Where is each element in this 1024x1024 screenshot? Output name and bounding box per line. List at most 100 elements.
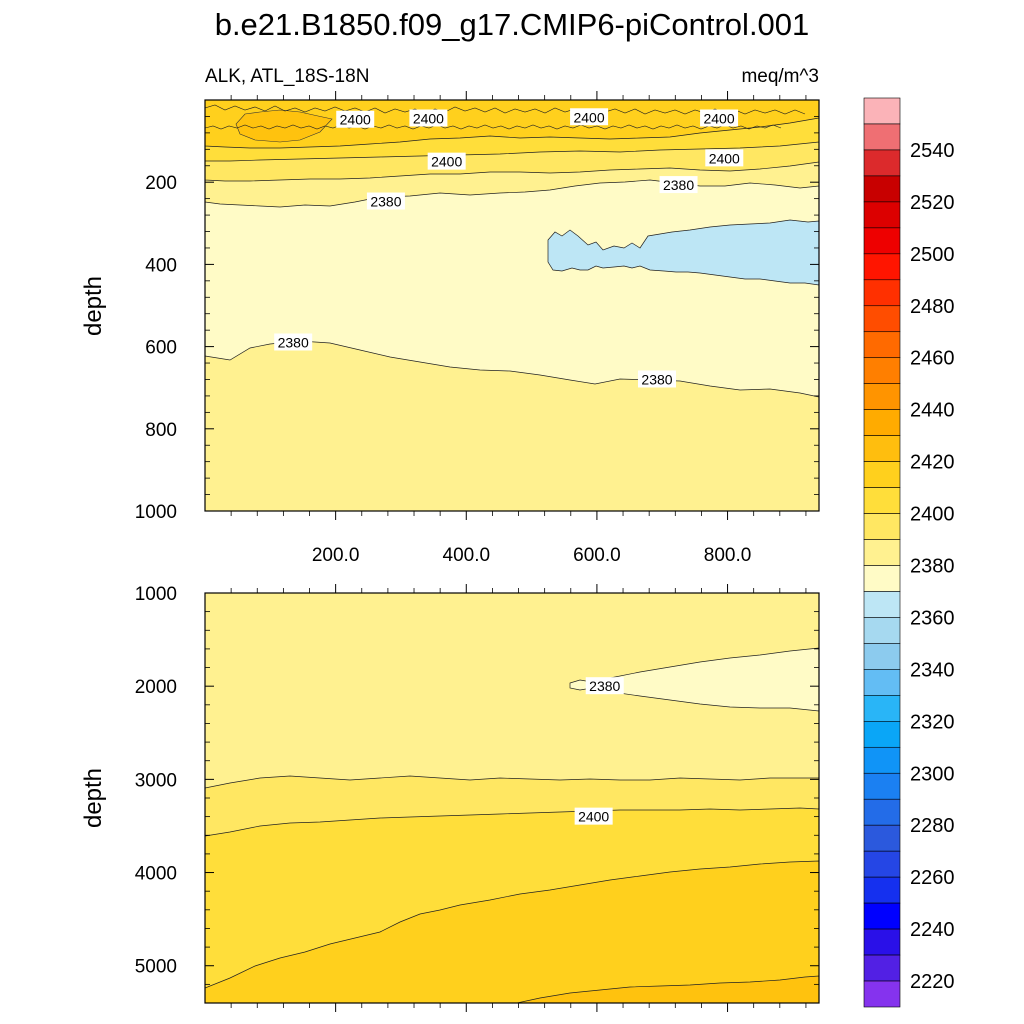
upper-contour-label-bg <box>336 110 375 128</box>
upper-x-ticks: 200.0 400.0 600.0 800.0 <box>230 91 807 566</box>
upper-contour-label: 2380 <box>659 176 698 194</box>
colorbar-swatch <box>863 409 901 436</box>
colorbar-label: 2240 <box>910 919 955 941</box>
lower-contour-label: 2380 <box>585 677 624 695</box>
upper-contour-label-bg <box>274 333 313 351</box>
colorbar <box>863 97 901 1008</box>
colorbar-label: 2340 <box>910 659 955 681</box>
colorbar-label: 2280 <box>910 815 955 837</box>
variable-label: ALK, ATL_18S-18N <box>205 66 369 87</box>
lower-contour-label-bg <box>585 677 624 695</box>
upper-y-tick-label: 800 <box>145 420 177 441</box>
colorbar-swatch <box>863 201 901 229</box>
lower-y-axis-label: depth <box>80 768 107 828</box>
colorbar-swatch <box>863 643 901 670</box>
lower-contour-label-text: 2380 <box>589 678 620 694</box>
upper-contour-label-bg <box>705 149 744 167</box>
colorbar-label: 2200 <box>910 1023 955 1024</box>
colorbar-swatch <box>863 279 901 307</box>
colorbar-label: 2360 <box>910 607 955 629</box>
upper-contour-label: 2400 <box>705 149 744 167</box>
colorbar-swatch <box>863 435 901 462</box>
colorbar-swatch <box>863 97 901 125</box>
upper-contour-label-text: 2380 <box>641 371 672 387</box>
upper-contour-label-text: 2400 <box>413 110 444 126</box>
lower-y-tick-label: 4000 <box>135 864 177 885</box>
colorbar-label: 2260 <box>910 867 955 889</box>
colorbar-swatch <box>863 954 901 982</box>
colorbar-swatch <box>863 721 901 748</box>
upper-contour-label: 2400 <box>427 152 466 170</box>
chart-title: b.e21.B1850.f09_g17.CMIP6-piControl.001 <box>215 7 810 42</box>
lower-y-ticks: 1000 2000 3000 4000 5000 <box>135 584 819 1004</box>
lower-y-tick-label: 3000 <box>135 770 177 791</box>
upper-y-axis-label: depth <box>80 276 107 336</box>
colorbar-swatch <box>863 149 901 177</box>
upper-plot-frame <box>204 99 820 512</box>
colorbar-swatch <box>863 746 901 774</box>
upper-contour-label-text: 2400 <box>703 110 734 126</box>
upper-y-tick-label: 400 <box>145 255 177 276</box>
colorbar-label: 2380 <box>910 555 955 577</box>
upper-contour-label: 2400 <box>570 108 609 126</box>
upper-contour-label-bg <box>427 152 466 170</box>
colorbar-swatch <box>863 513 901 540</box>
upper-contour-label-text: 2380 <box>370 194 401 210</box>
upper-contour-label: 2400 <box>336 110 375 128</box>
lower-contour-labels: 2380 2400 <box>574 677 624 825</box>
upper-contour-label-text: 2400 <box>431 154 462 170</box>
upper-contour-label-bg <box>638 370 677 388</box>
colorbar-swatch <box>863 617 901 644</box>
upper-y-ticks: 200 400 600 800 1000 <box>135 99 819 523</box>
colorbar-swatch <box>863 902 901 930</box>
colorbar-label: 2520 <box>910 192 955 214</box>
lower-y-tick-label: 2000 <box>135 677 177 698</box>
upper-contour-label: 2380 <box>274 333 313 351</box>
colorbar-swatch <box>863 123 901 151</box>
colorbar-swatch <box>863 669 901 696</box>
colorbar-label: 2500 <box>910 244 955 266</box>
upper-contour-label: 2400 <box>409 109 448 127</box>
upper-low-blob <box>547 219 819 286</box>
upper-x-tick-label: 800.0 <box>704 545 752 566</box>
colorbar-swatch <box>863 487 901 514</box>
colorbar-swatch <box>863 565 901 592</box>
colorbar-swatch <box>863 461 901 488</box>
upper-contour-label: 2380 <box>638 370 677 388</box>
upper-contour-label-text: 2380 <box>278 334 309 350</box>
colorbar-label: 2420 <box>910 452 955 474</box>
colorbar-label: 2300 <box>910 763 955 785</box>
colorbar-swatch <box>863 824 901 852</box>
colorbar-label: 2220 <box>910 971 955 993</box>
colorbar-swatch <box>863 772 901 800</box>
upper-y-tick-label: 600 <box>145 338 177 359</box>
lower-y-tick-label: 5000 <box>135 957 177 978</box>
upper-x-tick-label: 600.0 <box>573 545 621 566</box>
colorbar-swatch <box>863 305 901 333</box>
colorbar-label: 2320 <box>910 711 955 733</box>
colorbar-swatch <box>863 227 901 255</box>
lower-contour-label: 2400 <box>574 807 613 825</box>
lower-band-2430 <box>516 975 819 1003</box>
lower-panel-fill <box>205 593 819 1003</box>
colorbar-swatch <box>863 591 901 618</box>
upper-contour-label-bg <box>659 176 698 194</box>
colorbar-label: 2480 <box>910 296 955 318</box>
upper-surface-band-2430 <box>235 109 333 143</box>
upper-contour-label-bg <box>570 108 609 126</box>
upper-x-tick-label: 200.0 <box>312 545 360 566</box>
upper-contour-label-bg <box>366 192 405 210</box>
colorbar-swatch <box>863 253 901 281</box>
colorbar-swatch <box>863 331 901 359</box>
colorbar-swatch <box>863 928 901 956</box>
colorbar-labels: 2540 2520 2500 2480 2460 2440 2420 2400 2380 2360… <box>910 140 955 1024</box>
colorbar-swatch <box>863 383 901 410</box>
colorbar-swatch <box>863 850 901 878</box>
upper-contour-label-bg <box>409 109 448 127</box>
colorbar-label: 2440 <box>910 400 955 422</box>
lower-y-tick-label: 1000 <box>135 584 177 605</box>
colorbar-label: 2400 <box>910 504 955 526</box>
colorbar-swatch <box>863 175 901 203</box>
upper-y-tick-label: 200 <box>145 173 177 194</box>
